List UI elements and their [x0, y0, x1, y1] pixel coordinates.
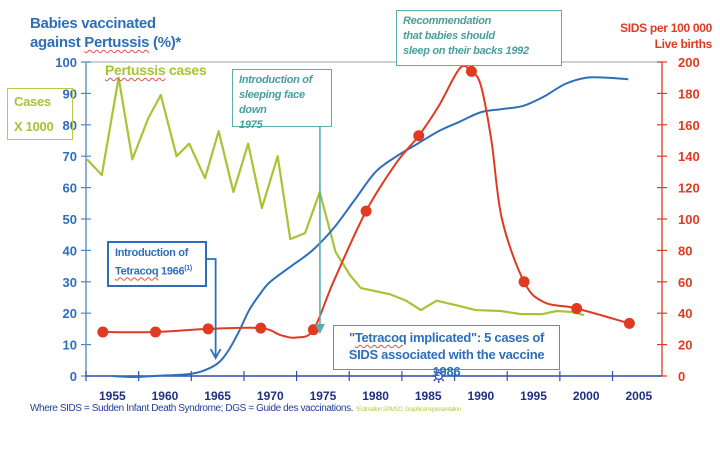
annotation-line: that babies should — [403, 30, 495, 42]
sids-data-point — [623, 317, 635, 329]
annotation-text: implicated": 5 cases of — [406, 330, 545, 345]
left-axis-tick-label: 80 — [63, 118, 77, 133]
sids-data-point — [255, 322, 267, 334]
sun-marker-icon — [431, 369, 446, 383]
x-axis-tick-label: 1995 — [520, 389, 547, 403]
right-axis-tick-label: 40 — [678, 306, 692, 321]
annotation-tetracoq-implicated: "Tetracoq implicated": 5 cases of SIDS a… — [333, 325, 560, 379]
sids-data-point — [307, 324, 319, 336]
sun-marker-ray — [433, 378, 437, 382]
annotation-word: Tetracoq — [354, 330, 407, 345]
right-axis-tick-label: 140 — [678, 149, 700, 164]
left-axis-tick-label: 10 — [63, 338, 77, 353]
right-axis-tick-label: 160 — [678, 118, 700, 133]
left-axis-tick-label: 60 — [63, 181, 77, 196]
sids-data-point — [149, 326, 161, 338]
title-text: (%)* — [149, 34, 181, 51]
right-axis-title-line-2: Live births — [654, 37, 713, 51]
x-axis-tick-label: 2000 — [573, 389, 600, 403]
right-axis-tick-label: 80 — [678, 243, 692, 258]
left-axis-title-line-1: Babies vaccinated — [30, 15, 156, 32]
sids-data-point — [571, 302, 583, 314]
title-word: Pertussis — [84, 34, 150, 51]
right-axis-tick-label: 180 — [678, 86, 700, 101]
annotation-line: Introduction of — [239, 74, 313, 86]
cases-unit-line-1: Cases — [14, 94, 51, 109]
legend-text: cases — [165, 62, 207, 78]
tetracoq-arrow-head — [209, 348, 222, 360]
x-axis-tick-label: 1990 — [468, 389, 495, 403]
x-axis-tick-label: 2005 — [625, 389, 652, 403]
footnote-source: *Estimation SPMSD, Graphical representat… — [355, 407, 461, 413]
annotation-back-sleeping-recommendation: Recommendation that babies should sleep … — [396, 10, 562, 66]
right-axis-tick-label: 20 — [678, 338, 692, 353]
sids-data-point — [518, 276, 530, 288]
annotation-line: sleeping face down — [239, 89, 305, 116]
sids-data-point — [360, 205, 372, 217]
annotation-line: sleep on their backs 1992 — [403, 45, 529, 57]
sids-data-point — [413, 130, 425, 142]
right-axis-title: SIDS per 100 000 Live births — [620, 20, 712, 52]
annotation-line: Introduction of — [115, 247, 189, 259]
x-axis: 1955 1960 1965 1970 1975 1980 1985 1990 1995 2000… — [85, 369, 662, 403]
cases-unit-label: Cases X 1000 — [7, 88, 73, 140]
x-axis-tick-label: 1980 — [362, 389, 389, 403]
title-text: against — [30, 34, 85, 51]
footnote-marker: (1) — [184, 265, 192, 272]
sun-marker-ray — [441, 370, 445, 374]
left-axis-tick-label: 0 — [70, 369, 77, 384]
left-axis-title: Babies vaccinated against Pertussis (%)* — [30, 14, 181, 52]
sun-marker-ray — [441, 378, 445, 382]
right-axis-tick-label: 0 — [678, 369, 685, 384]
left-axis-tick-label: 20 — [63, 306, 77, 321]
sids-data-point — [465, 65, 477, 77]
sids-data-point — [97, 326, 109, 338]
left-axis-title-line-2: against Pertussis (%)* — [30, 33, 181, 52]
series-layer — [86, 64, 635, 378]
annotation-word: Tetracoq — [115, 265, 159, 278]
pertussis-series-label: Pertussis cases — [105, 62, 207, 78]
sun-marker-core — [434, 371, 443, 381]
right-axis-tick-label: 60 — [678, 275, 692, 290]
sun-marker-ray — [433, 370, 437, 374]
right-axis-tick-label: 200 — [678, 55, 700, 70]
face-down-arrow-head — [314, 324, 325, 334]
left-axis-tick-label: 90 — [63, 86, 77, 101]
cases-unit-line-2: X 1000 — [14, 119, 54, 134]
annotation-line: Recommendation — [403, 15, 492, 27]
right-axis: 0 20 40 60 80 100 120 140 160 180 200 — [657, 55, 700, 384]
x-axis-tick-label: 1960 — [152, 389, 179, 403]
left-axis-tick-label: 70 — [63, 149, 77, 164]
annotation-line: "Tetracoq implicated": 5 cases of — [334, 329, 559, 346]
annotation-line: Tetracoq 1966(1) — [115, 261, 199, 280]
x-axis-tick-label: 1975 — [310, 389, 337, 403]
annotation-text: 1966 — [158, 265, 185, 278]
x-axis-tick-label: 1955 — [99, 389, 126, 403]
annotation-tetracoq-introduction: Introduction of Tetracoq 1966(1) — [107, 241, 207, 287]
left-axis-tick-label: 40 — [63, 243, 77, 258]
footnote-main: Where SIDS = Sudden Infant Death Syndrom… — [30, 403, 354, 414]
footnote: Where SIDS = Sudden Infant Death Syndrom… — [30, 403, 461, 414]
sids-rate-line — [102, 64, 630, 339]
right-axis-tick-label: 100 — [678, 212, 700, 227]
left-axis-tick-label: 50 — [63, 212, 77, 227]
annotation-line: 1975 — [239, 119, 263, 131]
left-axis: 0 10 20 30 40 50 60 70 80 90 100 — [55, 55, 91, 384]
x-axis-tick-label: 1965 — [204, 389, 231, 403]
right-axis-tick-label: 120 — [678, 181, 700, 196]
annotation-line: SIDS associated with the vaccine 1986 — [348, 347, 545, 379]
right-axis-title-line-1: SIDS per 100 000 — [620, 21, 712, 35]
legend-word: Pertussis — [105, 62, 166, 78]
x-axis-tick-label: 1985 — [415, 389, 442, 403]
x-axis-tick-label: 1970 — [257, 389, 284, 403]
left-axis-tick-label: 30 — [63, 275, 77, 290]
sids-data-point — [202, 323, 214, 335]
vaccination-rate-line — [112, 76, 629, 378]
annotation-face-down-sleeping: Introduction of sleeping face down 1975 — [232, 69, 332, 131]
left-axis-tick-label: 100 — [55, 55, 77, 70]
annotation-text: " — [348, 330, 355, 345]
